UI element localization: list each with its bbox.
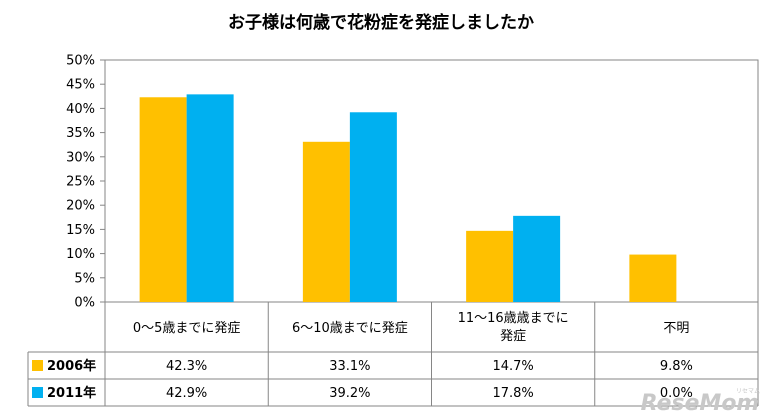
category-label: 発症 [500, 329, 526, 344]
data-label: 17.8% [492, 386, 533, 401]
bar-series2-0 [186, 94, 234, 302]
legend-label: 2011年 [47, 385, 96, 401]
bar-series1-1 [302, 141, 350, 302]
bar-series1-3 [629, 254, 677, 302]
data-label: 9.8% [660, 359, 693, 374]
y-tick-label: 40% [66, 102, 95, 117]
plot-area: 0% 5% 10% 15% 20% 25% 30% 35% 40% 45% 50% [66, 54, 759, 311]
legend-label: 2006年 [47, 358, 96, 374]
category-label: 11～16歳歳までに [458, 311, 569, 326]
data-label: 14.7% [492, 359, 533, 374]
legend-swatch [32, 360, 43, 371]
y-tick-label: 0% [74, 296, 95, 311]
bar-series2-1 [349, 112, 397, 302]
watermark: ReseMom [641, 391, 760, 416]
y-tick-label: 50% [66, 54, 95, 69]
legend-swatch [32, 387, 43, 398]
category-label: 不明 [663, 321, 689, 336]
data-label: 42.9% [166, 386, 207, 401]
y-tick-label: 25% [66, 175, 95, 190]
y-tick-label: 30% [66, 150, 95, 165]
data-label: 33.1% [329, 359, 370, 374]
y-tick-label: 35% [66, 126, 95, 141]
category-label: 6～10歳までに発症 [292, 321, 408, 336]
bar-series2-2 [513, 215, 561, 302]
y-tick-label: 45% [66, 78, 95, 93]
data-label: 42.3% [166, 359, 207, 374]
bar-series1-0 [139, 97, 187, 302]
y-tick-label: 10% [66, 247, 95, 262]
bar-series1-2 [466, 230, 514, 302]
y-tick-label: 20% [66, 199, 95, 214]
data-label: 0.0% [660, 386, 693, 401]
y-tick-label: 15% [66, 223, 95, 238]
chart-title: お子様は何歳で花粉症を発症しましたか [228, 12, 534, 33]
data-label: 39.2% [329, 386, 370, 401]
category-label: 0～5歳までに発症 [133, 321, 241, 336]
watermark-sub: リセマム [736, 388, 760, 395]
y-tick-label: 5% [74, 271, 95, 286]
